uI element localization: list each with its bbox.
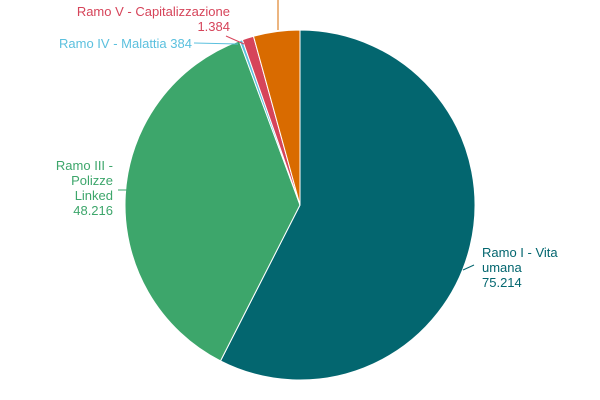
category-label: Ramo I - Vita umana xyxy=(482,245,558,275)
category-label: Ramo IV - Malattia xyxy=(59,36,167,51)
leader-line xyxy=(193,42,239,45)
slice-label: Ramo III - Polizze Linked 48.216 xyxy=(33,158,113,218)
pie-slice xyxy=(252,29,301,206)
slice-label: Ramo V - Capitalizzazione 1.384 xyxy=(30,4,230,34)
value-label: 48.216 xyxy=(73,203,113,218)
pie-slice xyxy=(124,40,301,362)
value-label: 75.214 xyxy=(482,275,522,290)
leader-line xyxy=(225,35,245,45)
leader-line xyxy=(462,264,475,271)
slice-label: Ramo I - Vita umana 75.214 xyxy=(482,245,572,290)
slice-label: Ramo IV - Malattia 384 xyxy=(20,36,192,51)
category-label: Ramo III - Polizze Linked xyxy=(55,158,113,203)
category-label: Ramo V - Capitalizzazione xyxy=(76,4,230,19)
pie-slice xyxy=(219,29,476,381)
value-label: 1.384 xyxy=(197,19,230,34)
value-label: 384 xyxy=(170,36,192,51)
